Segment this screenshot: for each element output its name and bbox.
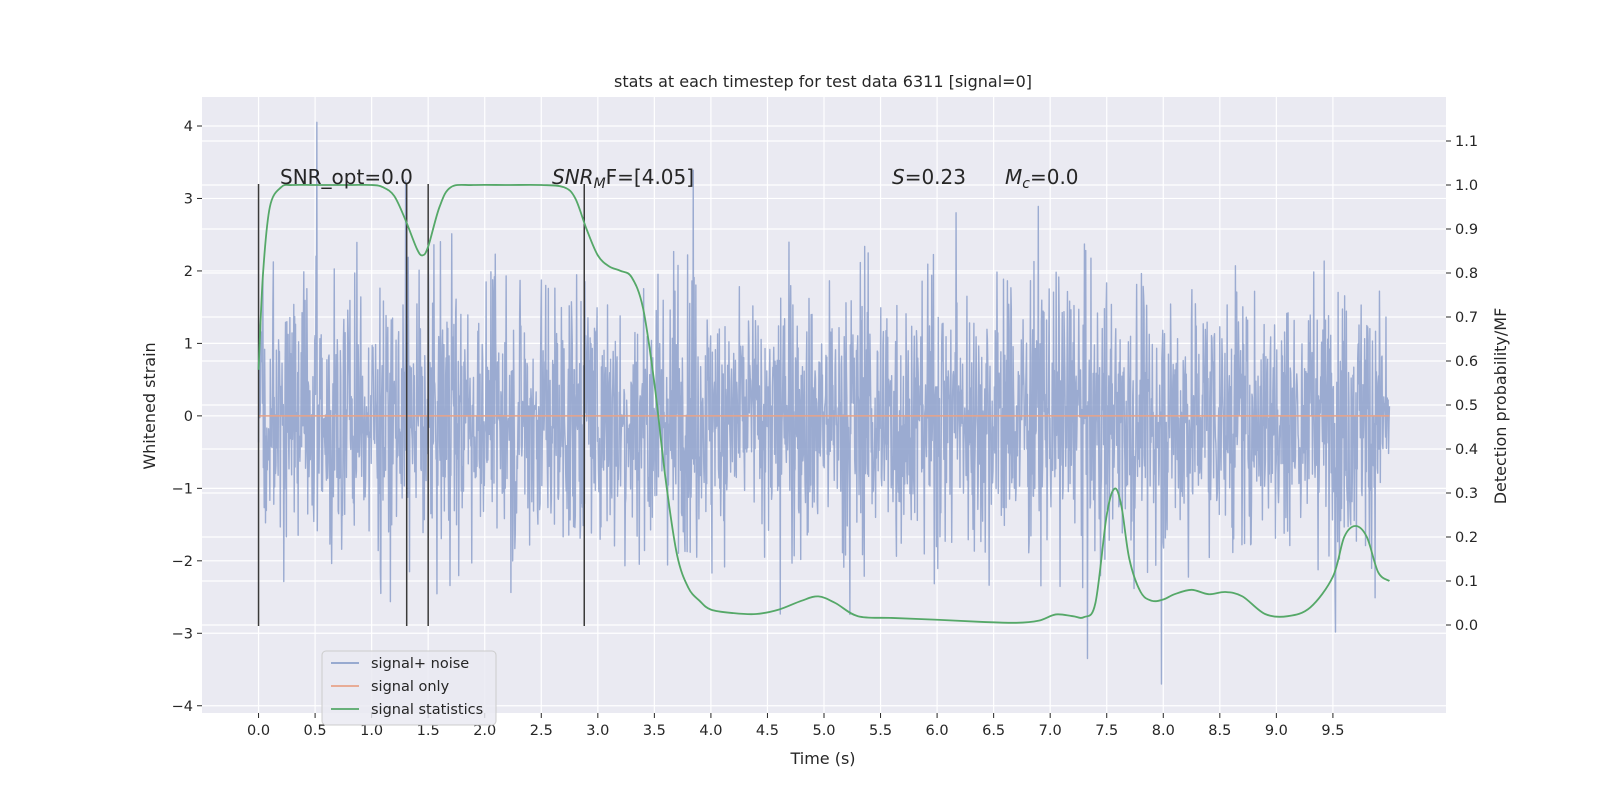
annotations: SNR_opt=0.0 SNRMF=[4.05] S=0.23 Mc=0.0 (280, 165, 1079, 192)
x-tick-label: 1.0 (360, 723, 383, 739)
y-right-axis-ticks: 1.1 1.0 0.9 0.8 0.7 0.6 0.5 0.4 0.3 0.2 0.1 0.0 (1446, 134, 1478, 634)
x-tick-label: 0.0 (247, 723, 270, 739)
y-tick-label: −1 (172, 481, 193, 497)
x-tick-label: 9.0 (1265, 723, 1288, 739)
legend-label-signal-statistics: signal statistics (371, 702, 483, 718)
x-tick-label: 8.0 (1152, 723, 1175, 739)
annotation-mc-sub: c (1022, 176, 1030, 192)
y-tick-label: 3 (184, 191, 193, 207)
chart-title: stats at each timestep for test data 631… (614, 72, 1032, 91)
y-right-tick-label: 0.2 (1455, 530, 1478, 546)
annotation-mc-value: =0.0 (1030, 165, 1079, 189)
annotation-snr-mf: SNRMF=[4.05] (552, 165, 694, 192)
signal-noise-series (257, 121, 1391, 685)
y-right-tick-label: 1.1 (1455, 134, 1478, 150)
x-tick-label: 8.5 (1208, 723, 1231, 739)
y-right-tick-label: 0.3 (1455, 486, 1478, 502)
y-right-tick-label: 0.4 (1455, 442, 1478, 458)
x-tick-label: 2.0 (473, 723, 496, 739)
annotation-mc: Mc=0.0 (1005, 165, 1079, 192)
legend-label-signal-only: signal only (371, 679, 450, 695)
y-tick-label: 4 (184, 119, 193, 135)
x-tick-label: 3.0 (586, 723, 609, 739)
y-tick-label: −4 (172, 699, 193, 715)
x-tick-label: 6.5 (982, 723, 1005, 739)
x-tick-label: 5.0 (812, 723, 835, 739)
x-tick-label: 5.5 (869, 723, 892, 739)
y-axis-ticks: 4 3 2 1 0 −1 −2 −3 −4 (172, 119, 202, 715)
annotation-snr-opt: SNR_opt=0.0 (280, 165, 413, 189)
vertical-marker-lines (257, 183, 585, 627)
x-tick-label: 0.5 (304, 723, 327, 739)
legend: signal+ noise signal only signal statist… (321, 650, 497, 726)
signal-noise-line (257, 121, 1391, 685)
y-right-tick-label: 0.5 (1455, 398, 1478, 414)
y-right-tick-label: 0.9 (1455, 222, 1478, 238)
legend-label-signal-noise: signal+ noise (371, 656, 469, 672)
x-tick-label: 4.0 (699, 723, 722, 739)
annotation-mc-label: M (1005, 165, 1022, 189)
annotation-s-label: S (892, 165, 905, 189)
annotation-s: S=0.23 (892, 165, 966, 189)
y-right-tick-label: 0.6 (1455, 354, 1478, 370)
annotation-snr-mf-sub: M (594, 176, 606, 192)
x-tick-label: 1.5 (417, 723, 440, 739)
y-right-tick-label: 1.0 (1455, 178, 1478, 194)
y-right-tick-label: 0.1 (1455, 574, 1478, 590)
y-tick-label: −3 (172, 626, 193, 642)
x-axis-label: Time (s) (789, 749, 855, 768)
x-tick-label: 2.5 (530, 723, 553, 739)
legend-box (321, 650, 497, 726)
x-tick-label: 9.5 (1321, 723, 1344, 739)
x-tick-label: 3.5 (643, 723, 666, 739)
y-tick-label: −2 (172, 554, 193, 570)
x-tick-label: 4.5 (756, 723, 779, 739)
y-tick-label: 1 (184, 336, 193, 352)
y-tick-label: 0 (184, 409, 193, 425)
annotation-s-value: =0.23 (905, 165, 966, 189)
x-tick-label: 6.0 (926, 723, 949, 739)
signal-statistics-line (257, 183, 1391, 624)
y-right-tick-label: 0.0 (1455, 618, 1478, 634)
x-tick-label: 7.0 (1039, 723, 1062, 739)
y-right-axis-label: Detection probability/MF (1491, 308, 1510, 505)
annotation-snr-mf-label: SNR (552, 165, 594, 189)
x-axis-ticks: 0.0 0.5 1.0 1.5 2.0 2.5 3.0 3.5 4.0 4.5 5.0 5.5 6.0 6… (247, 713, 1344, 739)
signal-statistics-series (257, 183, 1391, 624)
y-tick-label: 2 (184, 264, 193, 280)
y-right-tick-label: 0.7 (1455, 310, 1478, 326)
annotation-snr-mf-rest: F=[4.05] (606, 165, 694, 189)
y-axis-label: Whitened strain (140, 342, 159, 469)
x-tick-label: 7.5 (1095, 723, 1118, 739)
y-right-tick-label: 0.8 (1455, 266, 1478, 282)
